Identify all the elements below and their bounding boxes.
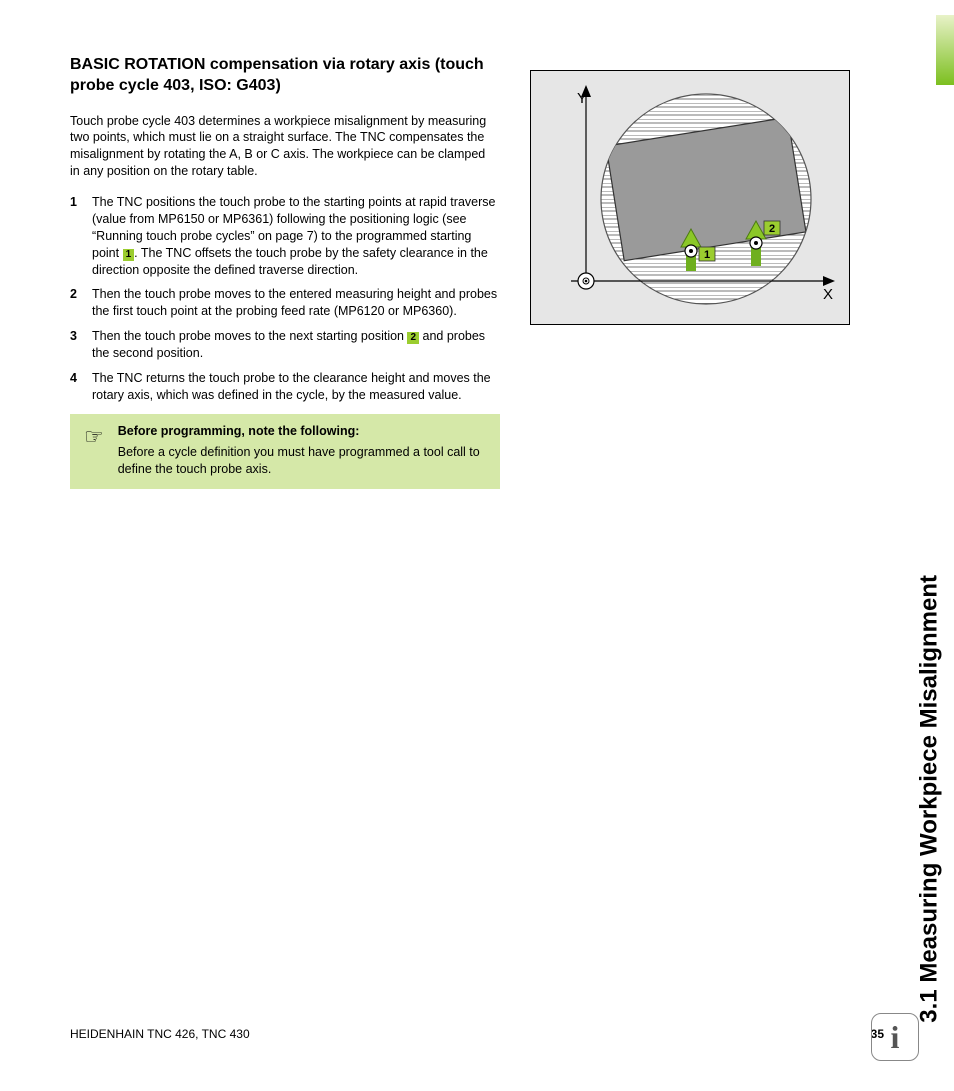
step-number: 2	[70, 286, 92, 320]
y-axis-label: Y	[577, 90, 587, 107]
step-number: 4	[70, 370, 92, 404]
tab-gradient-marker	[936, 15, 954, 85]
section-side-tab: 3.1 Measuring Workpiece Misalignment	[904, 15, 954, 575]
step-number: 3	[70, 328, 92, 362]
intro-paragraph: Touch probe cycle 403 determines a workp…	[70, 113, 490, 181]
point-badge: 2	[407, 332, 419, 344]
hand-point-icon: ☞	[84, 426, 104, 478]
rotary-axis-diagram: 1 2 Y X	[530, 70, 850, 325]
diagram-badge-1: 1	[704, 249, 710, 261]
step-item: 3 Then the touch probe moves to the next…	[70, 328, 500, 362]
section-heading: BASIC ROTATION compensation via rotary a…	[70, 55, 490, 97]
step-item: 2 Then the touch probe moves to the ente…	[70, 286, 500, 320]
step-text: Then the touch probe moves to the next s…	[92, 328, 500, 362]
point-badge: 1	[123, 249, 135, 261]
note-title: Before programming, note the following:	[118, 424, 486, 438]
step-item: 4 The TNC returns the touch probe to the…	[70, 370, 500, 404]
steps-list: 1 The TNC positions the touch probe to t…	[70, 194, 500, 404]
footer-product-name: HEIDENHAIN TNC 426, TNC 430	[70, 1027, 250, 1041]
diagram-badge-2: 2	[769, 223, 775, 235]
step-item: 1 The TNC positions the touch probe to t…	[70, 194, 500, 278]
step-number: 1	[70, 194, 92, 278]
step-text: The TNC returns the touch probe to the c…	[92, 370, 500, 404]
step-text: Then the touch probe moves to the entere…	[92, 286, 500, 320]
step-text: The TNC positions the touch probe to the…	[92, 194, 500, 278]
x-axis-label: X	[823, 286, 833, 303]
side-section-title: 3.1 Measuring Workpiece Misalignment	[916, 575, 944, 1023]
note-box: ☞ Before programming, note the following…	[70, 414, 500, 490]
note-text: Before a cycle definition you must have …	[118, 444, 486, 478]
page-footer: HEIDENHAIN TNC 426, TNC 430 35	[70, 1027, 884, 1041]
info-icon: i	[871, 1013, 919, 1061]
